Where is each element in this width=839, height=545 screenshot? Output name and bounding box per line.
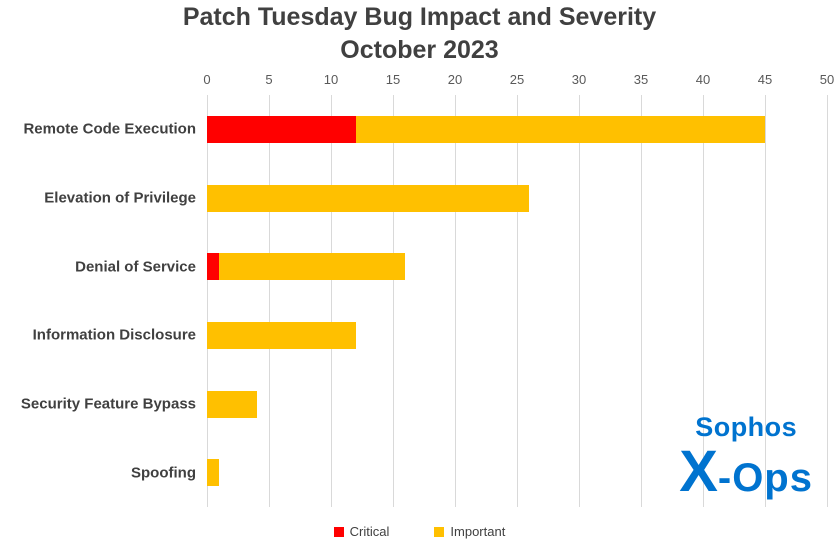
x-axis-tick-label: 0 xyxy=(203,72,211,87)
category-label: Elevation of Privilege xyxy=(44,189,196,207)
sophos-xops-logo: Sophos X -Ops xyxy=(679,414,813,501)
chart-title-line2: October 2023 xyxy=(340,36,499,64)
bar-segment-important xyxy=(207,390,257,418)
bar-elevation-of-privilege xyxy=(207,184,827,212)
x-axis: 0 5 10 15 20 25 30 35 40 45 50 xyxy=(203,72,834,90)
category-label: Denial of Service xyxy=(75,258,196,276)
x-axis-tick-label: 30 xyxy=(571,72,587,87)
category-labels: Remote Code Execution Elevation of Privil… xyxy=(0,95,196,507)
x-axis-tick-label: 10 xyxy=(323,72,339,87)
legend-swatch-critical xyxy=(333,526,344,537)
bar-segment-critical xyxy=(207,253,220,281)
bar-denial-of-service xyxy=(207,253,827,281)
x-axis-tick-label: 5 xyxy=(265,72,273,87)
category-label: Security Feature Bypass xyxy=(20,395,196,413)
bar-segment-critical xyxy=(207,115,356,143)
x-axis-tick-label: 25 xyxy=(509,72,525,87)
x-axis-tick-label: 40 xyxy=(695,72,711,87)
xops-logo-ops: -Ops xyxy=(717,456,813,500)
bar-remote-code-execution xyxy=(207,115,827,143)
category-label: Spoofing xyxy=(131,464,196,482)
gridline xyxy=(641,95,642,507)
x-axis-tick-label: 50 xyxy=(819,72,835,87)
gridline xyxy=(455,95,456,507)
chart-title-line1: Patch Tuesday Bug Impact and Severity xyxy=(182,3,657,31)
bar-segment-important xyxy=(207,321,356,349)
legend: Critical Important xyxy=(0,524,839,539)
gridline xyxy=(827,95,828,507)
gridline xyxy=(517,95,518,507)
xops-logo-x: X xyxy=(679,439,718,504)
gridline xyxy=(703,95,704,507)
plot-area xyxy=(207,95,828,507)
bar-segment-important xyxy=(207,459,220,487)
category-label: Remote Code Execution xyxy=(23,120,196,138)
legend-item-important: Important xyxy=(434,524,505,539)
legend-item-critical: Critical xyxy=(333,524,390,539)
legend-label: Critical xyxy=(349,524,390,539)
gridline xyxy=(207,95,208,507)
gridline xyxy=(393,95,394,507)
x-axis-tick-label: 45 xyxy=(757,72,773,87)
bar-spoofing xyxy=(207,459,827,487)
bar-segment-important xyxy=(219,253,406,281)
gridline xyxy=(579,95,580,507)
gridline xyxy=(765,95,766,507)
sophos-logo-text: Sophos xyxy=(695,412,798,442)
bar-segment-important xyxy=(355,115,765,143)
xops-logo-text: X -Ops xyxy=(679,443,813,501)
category-label: Information Disclosure xyxy=(32,326,196,344)
chart-title: Patch Tuesday Bug Impact and Severity Oc… xyxy=(0,1,839,67)
legend-label: Important xyxy=(450,524,506,539)
x-axis-tick-label: 15 xyxy=(385,72,401,87)
gridline xyxy=(269,95,270,507)
legend-swatch-important xyxy=(434,526,445,537)
gridline xyxy=(331,95,332,507)
bar-information-disclosure xyxy=(207,321,827,349)
bar-security-feature-bypass xyxy=(207,390,827,418)
bar-segment-important xyxy=(207,184,530,212)
x-axis-tick-label: 35 xyxy=(633,72,649,87)
x-axis-tick-label: 20 xyxy=(447,72,463,87)
